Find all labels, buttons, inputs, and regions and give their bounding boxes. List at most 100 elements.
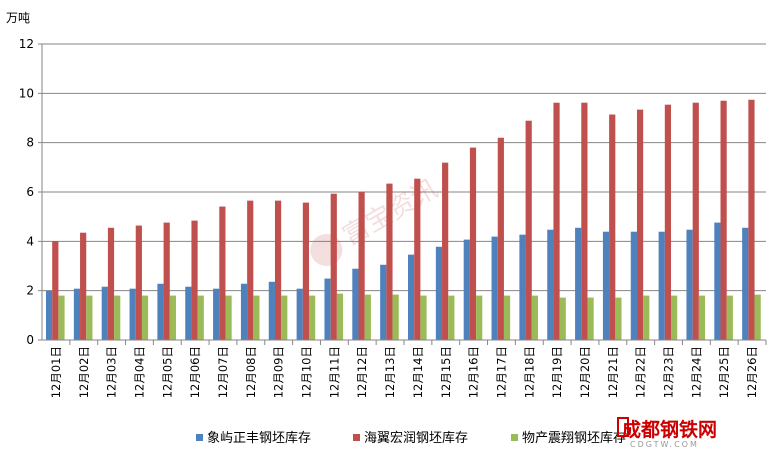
bar-2 <box>247 200 254 340</box>
x-tick-label: 12月25日 <box>717 346 731 398</box>
bar-2 <box>135 225 142 340</box>
bar-2 <box>52 241 59 340</box>
y-tick-label: 12 <box>19 37 34 51</box>
bar-3 <box>141 295 149 340</box>
bar-1 <box>686 229 693 340</box>
bar-1 <box>380 264 387 340</box>
bar-2 <box>386 183 393 340</box>
bar-3 <box>448 295 455 340</box>
bar-1 <box>46 290 53 340</box>
bar-1 <box>519 234 526 340</box>
y-tick-label: 4 <box>26 234 34 248</box>
bar-2 <box>302 202 310 340</box>
legend: 象屿正丰钢坯库存 海翼宏润钢坯库存 物产震翔钢坯库存 <box>196 430 626 446</box>
bar-1 <box>491 236 498 340</box>
y-axis-label: 万吨 <box>6 11 30 25</box>
x-tick-label: 12月01日 <box>49 346 63 398</box>
bar-3 <box>225 295 232 340</box>
bar-3 <box>197 295 204 340</box>
bar-2 <box>219 206 226 340</box>
bar-2 <box>553 102 560 340</box>
bar-2 <box>274 200 282 340</box>
bar-2 <box>581 102 588 340</box>
x-tick-label: 12月10日 <box>300 346 314 398</box>
x-tick-label: 12月21日 <box>606 346 620 398</box>
bar-3 <box>309 295 316 340</box>
bar-3 <box>281 295 288 340</box>
bar-2 <box>191 220 198 340</box>
legend-swatch <box>353 434 360 441</box>
bars <box>46 99 761 341</box>
bar-3 <box>169 295 176 340</box>
axes: 0 2 4 6 8 10 12 12月01日 12月02日 12月03日 12月04日 12月05日 1… <box>19 37 767 398</box>
bar-1 <box>157 283 164 340</box>
bar-1 <box>602 231 610 340</box>
legend-label: 物产震翔钢坯库存 <box>522 430 626 446</box>
bar-3 <box>671 295 678 340</box>
bar-2 <box>609 114 616 341</box>
bar-3 <box>698 295 706 340</box>
bar-2 <box>636 109 644 340</box>
bar-1 <box>324 278 331 340</box>
x-tick-label: 12月15日 <box>439 346 453 398</box>
bar-1 <box>101 286 108 340</box>
bar-1 <box>658 231 665 340</box>
x-tick-label: 12月09日 <box>272 346 286 398</box>
x-tick-label: 12月08日 <box>244 346 258 398</box>
x-tick-label: 12月20日 <box>578 346 592 398</box>
bar-3 <box>58 295 65 340</box>
bar-3 <box>726 295 733 340</box>
bar-1 <box>575 227 582 340</box>
watermark-corner-logo: 成都钢铁网 CDGTW.COM <box>617 417 717 449</box>
bar-3 <box>615 297 622 340</box>
bar-1 <box>630 231 637 340</box>
bar-2 <box>163 222 170 340</box>
bar-2 <box>330 193 337 340</box>
x-tick-label: 12月02日 <box>77 346 91 398</box>
legend-label: 象屿正丰钢坯库存 <box>207 430 311 446</box>
x-tick-label: 12月14日 <box>411 346 425 398</box>
bar-1 <box>296 288 303 340</box>
bar-2 <box>525 120 532 340</box>
bar-3 <box>754 294 761 340</box>
x-tick-label: 12月11日 <box>327 346 341 398</box>
y-tick-label: 10 <box>19 86 34 100</box>
watermark-center: 富宝资讯 <box>310 174 443 266</box>
y-tick-label: 2 <box>26 284 34 298</box>
corner-logo-text: 成都钢铁网 <box>622 418 717 441</box>
x-tick-label: 12月03日 <box>105 346 119 398</box>
bar-2 <box>358 191 365 340</box>
x-tick-label: 12月23日 <box>662 346 676 398</box>
bar-1 <box>213 288 220 340</box>
bar-2 <box>80 232 87 340</box>
x-tick-label: 12月05日 <box>160 346 174 398</box>
bar-2 <box>414 178 421 340</box>
x-tick-label: 12月26日 <box>745 346 759 398</box>
legend-label: 海翼宏润钢坯库存 <box>364 430 468 446</box>
x-tick-label: 12月12日 <box>355 346 369 398</box>
bar-3 <box>253 295 260 340</box>
y-tick-label: 8 <box>26 136 34 150</box>
bar-1 <box>408 254 415 340</box>
bar-1 <box>714 222 721 340</box>
bar-2 <box>720 100 727 340</box>
bar-1 <box>268 281 275 340</box>
bar-3 <box>336 293 344 340</box>
bar-1 <box>547 229 554 340</box>
bar-2 <box>692 102 699 340</box>
x-tick-label: 12月19日 <box>550 346 564 398</box>
x-tick-label: 12月16日 <box>467 346 481 398</box>
bar-1 <box>463 239 470 340</box>
bar-2 <box>107 227 115 340</box>
corner-logo-url: CDGTW.COM <box>630 440 699 449</box>
bar-3 <box>643 295 650 340</box>
bar-2 <box>442 162 449 340</box>
x-tick-label: 12月07日 <box>216 346 230 398</box>
bar-3 <box>531 295 538 340</box>
legend-swatch <box>196 434 203 441</box>
x-tick-label: 12月18日 <box>522 346 536 398</box>
bar-3 <box>503 295 511 340</box>
bar-1 <box>185 286 192 340</box>
x-tick-label: 12月22日 <box>634 346 648 398</box>
